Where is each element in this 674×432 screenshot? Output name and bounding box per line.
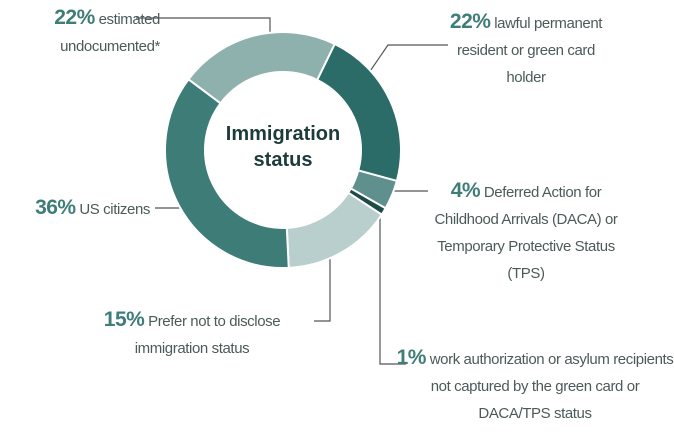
label: 4% Deferred Action for Childhood Arrival… bbox=[420, 177, 632, 287]
label: 22% estimated undocumented* bbox=[0, 4, 160, 60]
label: 15% Prefer not to disclose immigration s… bbox=[74, 306, 310, 362]
category-label: lawful permanent resident or green card … bbox=[457, 15, 603, 86]
category-label: work authorization or asylum recipients … bbox=[429, 351, 674, 422]
category-label: US citizens bbox=[79, 201, 150, 218]
category-label: Deferred Action for Childhood Arrivals (… bbox=[434, 184, 618, 282]
category-label: Prefer not to disclose immigration statu… bbox=[134, 313, 281, 357]
leader-line bbox=[314, 258, 331, 322]
value-label: 15% bbox=[103, 308, 145, 331]
value-label: 4% bbox=[450, 179, 481, 202]
value-label: 22% bbox=[54, 6, 95, 29]
category-label: estimated undocumented* bbox=[60, 11, 160, 55]
label: 36% US citizens bbox=[0, 194, 150, 223]
label: 1% work authorization or asylum recipien… bbox=[396, 344, 674, 427]
center-title: Immigration status bbox=[226, 123, 340, 171]
value-label: 1% bbox=[396, 346, 427, 369]
donut-segment bbox=[187, 31, 337, 105]
center-disc bbox=[207, 74, 359, 226]
leader-line bbox=[363, 44, 448, 81]
value-label: 36% bbox=[35, 196, 76, 219]
donut-segment bbox=[164, 77, 290, 269]
label: 22% lawful permanent resident or green c… bbox=[438, 8, 614, 91]
leader-line bbox=[371, 202, 406, 365]
value-label: 22% bbox=[449, 10, 491, 33]
